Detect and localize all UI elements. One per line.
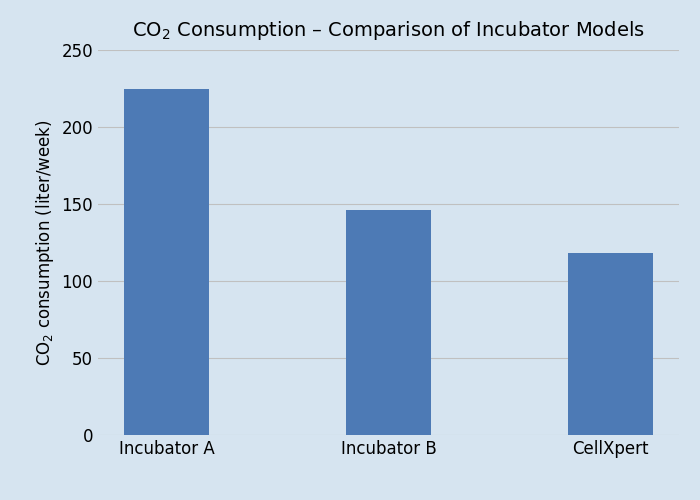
Title: CO$_2$ Consumption – Comparison of Incubator Models: CO$_2$ Consumption – Comparison of Incub… [132,19,645,42]
Y-axis label: CO$_2$ consumption (liter/week): CO$_2$ consumption (liter/week) [34,119,56,366]
Bar [125,88,209,435]
Bar [568,254,652,435]
Bar [346,210,430,435]
